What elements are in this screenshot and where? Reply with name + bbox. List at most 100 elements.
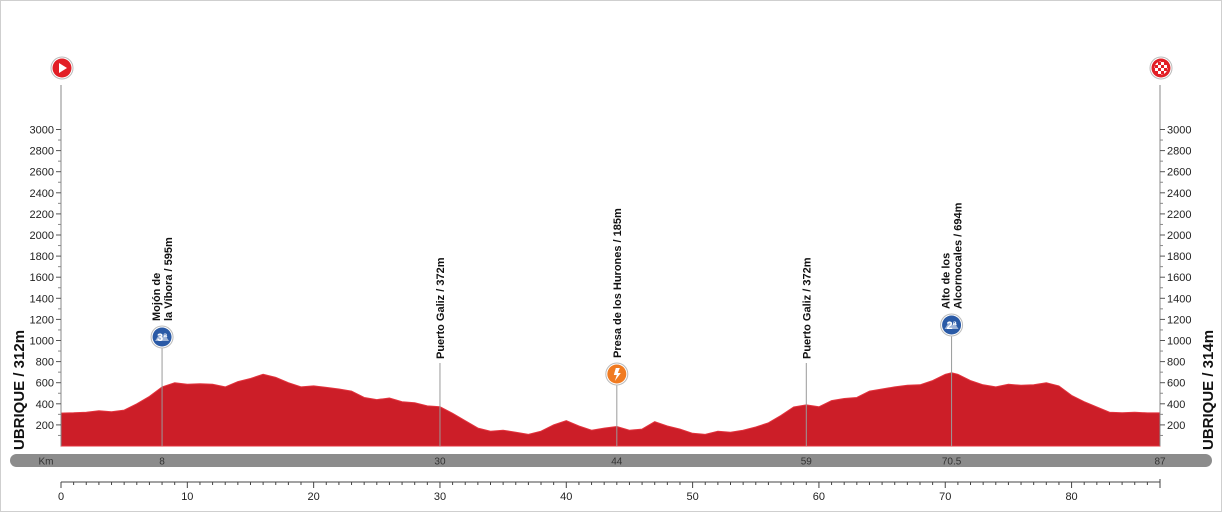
x-tick-label: 40 <box>560 491 572 503</box>
waypoint-label: Mojón dela Víbora / 595m <box>151 237 175 321</box>
flag-cell <box>1155 68 1158 71</box>
flag-cell <box>1167 65 1168 68</box>
flag-cell <box>1158 62 1161 65</box>
flag-cell <box>1161 65 1164 68</box>
waypoint-label: Puerto Galiz / 372m <box>435 257 447 359</box>
km-marker-label: 8 <box>159 457 165 468</box>
flag-cell <box>1164 68 1167 71</box>
category-3-climb-icon: 3ª <box>150 325 174 349</box>
y-tick-label-left: 2600 <box>30 167 54 179</box>
y-tick-label-left: 400 <box>36 399 54 411</box>
waypoint-label-line: Alcornocales / 694m <box>953 202 965 309</box>
km-bar <box>10 454 1212 467</box>
y-tick-label-right: 3000 <box>1167 125 1191 137</box>
y-tick-label-left: 3000 <box>30 125 54 137</box>
flag-cell <box>1154 68 1155 71</box>
flag-cell <box>1164 62 1167 65</box>
y-tick-label-right: 200 <box>1167 420 1185 432</box>
y-tick-label-right: 2800 <box>1167 146 1191 158</box>
km-marker-label: 30 <box>434 457 446 468</box>
km-marker-label: 59 <box>801 457 813 468</box>
waypoint-label-line: Mojón de <box>151 273 163 321</box>
finish-town-label: UBRIQUE / 314m <box>1200 330 1217 450</box>
waypoint-label-line: Puerto Galiz / 372m <box>435 257 447 359</box>
flag-cell <box>1164 71 1167 74</box>
play-icon <box>50 56 74 80</box>
y-tick-label-left: 2000 <box>30 230 54 242</box>
elevation-profile-area <box>60 372 1161 447</box>
flag-cell <box>1158 68 1161 71</box>
y-tick-label-left: 2800 <box>30 146 54 158</box>
checkered-flag-icon <box>1149 56 1173 80</box>
y-tick-label-right: 2400 <box>1167 188 1191 200</box>
category-2-climb-icon: 2ª <box>940 313 964 337</box>
y-tick-label-right: 800 <box>1167 357 1185 369</box>
start-town-label: UBRIQUE / 312m <box>11 330 28 450</box>
y-tick-label-right: 400 <box>1167 399 1185 411</box>
y-tick-label-right: 600 <box>1167 378 1185 390</box>
checkered-cells <box>1154 61 1168 75</box>
flag-cell <box>1161 74 1164 75</box>
y-tick-label-left: 2200 <box>30 209 54 221</box>
flag-cell <box>1167 68 1168 71</box>
mountain-glyph <box>944 321 959 329</box>
y-tick-label-right: 2000 <box>1167 230 1191 242</box>
x-tick-label: 50 <box>686 491 698 503</box>
flag-cell <box>1154 65 1155 68</box>
y-tick-label-right: 1800 <box>1167 251 1191 263</box>
y-tick-label-left: 800 <box>36 357 54 369</box>
x-tick-label: 30 <box>434 491 446 503</box>
y-tick-label-right: 2600 <box>1167 167 1191 179</box>
mountain-glyph <box>155 333 170 341</box>
y-tick-label-right: 1200 <box>1167 314 1191 326</box>
x-tick-label: 70 <box>939 491 951 503</box>
flag-cell <box>1158 61 1161 62</box>
waypoint-label-line: la Víbora / 595m <box>163 237 175 321</box>
flag-cell <box>1161 61 1164 62</box>
flag-cell <box>1158 74 1161 75</box>
y-tick-label-right: 1400 <box>1167 293 1191 305</box>
climb-category-badge: 2ª <box>946 320 957 332</box>
y-tick-label-left: 1800 <box>30 251 54 263</box>
y-tick-label-right: 1000 <box>1167 336 1191 348</box>
intermediate-sprint-icon <box>605 362 629 386</box>
climb-category-badge: 3ª <box>157 332 168 344</box>
waypoint-label-line: Puerto Galiz / 372m <box>801 257 813 359</box>
x-tick-label: 80 <box>1065 491 1077 503</box>
flag-cell <box>1155 62 1158 65</box>
y-tick-label-left: 1200 <box>30 314 54 326</box>
y-tick-label-right: 1600 <box>1167 272 1191 284</box>
x-tick-label: 20 <box>308 491 320 503</box>
y-tick-label-right: 2200 <box>1167 209 1191 221</box>
km-bar-label: Km <box>39 457 54 468</box>
flag-cell <box>1161 68 1164 71</box>
flag-cell <box>1158 65 1161 68</box>
waypoint-label-line: Presa de los Hurones / 185m <box>612 208 624 358</box>
y-tick-label-left: 600 <box>36 378 54 390</box>
y-tick-label-left: 1000 <box>30 336 54 348</box>
lightning-glyph <box>613 368 621 381</box>
km-marker-label: 70.5 <box>942 457 962 468</box>
flag-cell <box>1164 65 1167 68</box>
flag-cell <box>1155 65 1158 68</box>
x-tick-label: 10 <box>181 491 193 503</box>
y-tick-label-left: 2400 <box>30 188 54 200</box>
flag-cell <box>1158 71 1161 74</box>
y-tick-label-left: 1400 <box>30 293 54 305</box>
y-tick-label-left: 1600 <box>30 272 54 284</box>
waypoint-label: Presa de los Hurones / 185m <box>612 208 624 358</box>
flag-cell <box>1161 62 1164 65</box>
x-tick-label: 60 <box>813 491 825 503</box>
x-tick-label: 0 <box>58 491 64 503</box>
km-marker-label: 44 <box>611 457 623 468</box>
y-tick-label-left: 200 <box>36 420 54 432</box>
km-marker-label: 87 <box>1154 457 1166 468</box>
waypoint-label: Alto de losAlcornocales / 694m <box>941 202 965 309</box>
waypoint-label: Puerto Galiz / 372m <box>801 257 813 359</box>
waypoint-label-line: Alto de los <box>941 253 953 309</box>
flag-cell <box>1161 71 1164 74</box>
flag-cell <box>1155 71 1158 74</box>
play-glyph <box>59 63 67 73</box>
